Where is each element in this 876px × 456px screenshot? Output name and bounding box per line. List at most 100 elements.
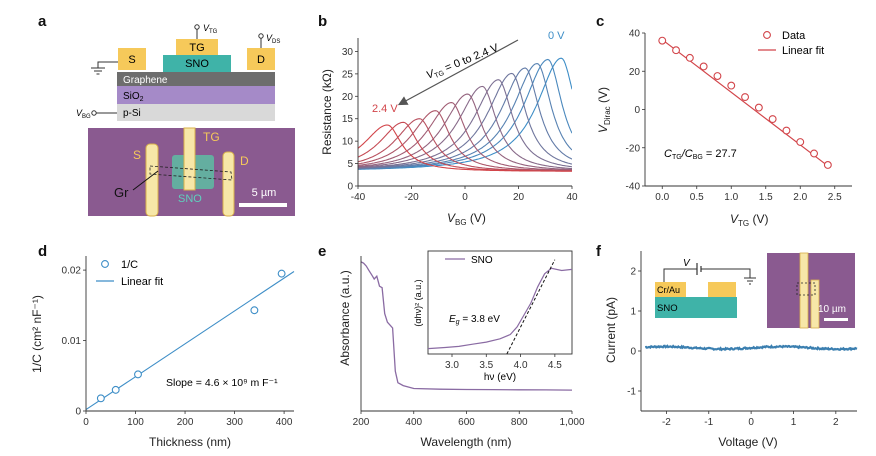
f-axis-ticks: -2 -1 0 1 2 -1 0 1 2	[627, 267, 839, 429]
c-xtick-label: 1.0	[724, 192, 738, 203]
c-data-point	[796, 138, 805, 146]
c-data-point	[768, 115, 777, 124]
f-contact-left	[655, 282, 686, 297]
panel-a: a S SNO TG D Graphene SiO2 p-Si VTG VDS	[38, 13, 295, 217]
d-data-point	[134, 370, 142, 379]
b-ylabel: Resistance (kΩ)	[320, 69, 334, 155]
bg-terminal	[91, 110, 97, 116]
d-fit-line-group	[85, 271, 295, 411]
ei-xtick-label: 3.5	[479, 360, 493, 371]
f-flake-outline	[796, 282, 816, 296]
drain-electrode	[247, 48, 275, 70]
f-xtick-label: -2	[662, 417, 671, 428]
b-ytick-label: 15	[342, 114, 354, 125]
e-inset: 3.0 3.5 4.0 4.5 SNO Eg = 3.8 eV hν (eV) (αh…	[413, 250, 573, 383]
e-xtick-label: 1,000	[559, 417, 584, 428]
b-ytick-label: 10	[342, 137, 354, 148]
panel-label-b: b	[318, 13, 327, 30]
f-current-curve	[644, 344, 858, 352]
b-series-line	[358, 85, 572, 170]
d-legend: 1/C Linear fit	[96, 259, 163, 288]
d-data-point	[277, 269, 286, 278]
f-scale-bar	[824, 318, 848, 321]
b-label-24v: 2.4 V	[372, 103, 398, 115]
device-schematic: S SNO TG D Graphene SiO2 p-Si VTG VDS	[76, 23, 280, 121]
photo-gr-label: Gr	[114, 185, 129, 200]
f-electrode-right	[810, 279, 820, 329]
source-label: S	[128, 54, 135, 66]
oxide-layer	[117, 86, 275, 104]
panel-label-e: e	[318, 243, 326, 260]
c-legend-marker	[763, 31, 771, 39]
c-data-point	[672, 46, 680, 55]
c-xtick-label: 1.5	[759, 192, 773, 203]
f-electrode-left	[799, 252, 809, 329]
ground-wire	[97, 61, 118, 68]
ei-xtick-label: 4.5	[548, 360, 562, 371]
e-inset-curve	[427, 267, 573, 350]
d-axis-ticks: 0 100 200 300 400 0 0.01 0.02	[62, 266, 293, 428]
top-gate-electrode	[176, 39, 218, 55]
c-ytick-label: 0	[634, 105, 640, 116]
c-ytick-label: -40	[626, 182, 641, 193]
b-ytick-label: 5	[347, 159, 353, 170]
b-series-line	[358, 124, 572, 172]
b-label-0v: 0 V	[548, 30, 565, 42]
top-gate-contact	[183, 127, 196, 191]
f-circuit-inset: V Cr/Au SNO	[655, 258, 756, 318]
d-ylabel: 1/C (cm² nF⁻¹)	[30, 295, 44, 373]
e-xtick-label: 600	[458, 417, 475, 428]
ei-xtick-label: 4.0	[514, 360, 528, 371]
c-data-point	[685, 53, 694, 62]
c-points	[658, 36, 832, 169]
d-legend-fit: Linear fit	[121, 276, 163, 288]
d-legend-marker	[101, 260, 109, 268]
d-annotation: Slope = 4.6 × 10⁹ m F⁻¹	[166, 377, 278, 389]
c-data-point	[810, 149, 818, 158]
source-electrode	[118, 48, 146, 70]
e-xtick-label: 800	[511, 417, 528, 428]
c-xtick-label: 0.5	[690, 192, 704, 203]
c-data-point	[727, 81, 736, 90]
b-arrow-label: VTG = 0 to 2.4 V	[425, 42, 502, 83]
c-data-point	[782, 126, 791, 135]
b-xtick-label: -40	[351, 192, 366, 203]
e-inset-ylabel: (αhν)² (a.u.)	[413, 279, 423, 326]
c-annotation: CTG/CBG = 27.7	[664, 148, 737, 161]
e-inset-xlabel: hν (eV)	[484, 372, 516, 383]
b-xtick-label: 0	[462, 192, 468, 203]
c-data-point	[754, 103, 763, 112]
e-inset-ticks: 3.0 3.5 4.0 4.5	[445, 354, 562, 371]
b-xtick-label: 20	[513, 192, 525, 203]
ei-xtick-label: 3.0	[445, 360, 459, 371]
d-legend-data: 1/C	[121, 259, 138, 271]
f-xtick-label: -1	[704, 417, 713, 428]
f-wire-right	[701, 268, 751, 278]
f-micrograph-inset: 10 µm	[767, 252, 855, 329]
c-data-point	[713, 72, 722, 80]
d-xtick-label: 400	[276, 417, 293, 428]
scale-bar-label: 5 µm	[252, 187, 277, 199]
gr-pointer	[132, 170, 159, 191]
d-ytick-label: 0	[75, 407, 81, 418]
d-xtick-label: 100	[127, 417, 144, 428]
e-absorbance-curve	[360, 261, 573, 391]
panel-b: b -40 -20 0 20 40 0 5 10 15 20 25 30 VBG (V) Resist…	[318, 13, 578, 227]
f-ytick-label: 1	[630, 307, 636, 318]
f-contact-label: Cr/Au	[657, 285, 680, 295]
f-scale-bar-label: 10 µm	[818, 304, 846, 315]
photo-d-label: D	[240, 154, 249, 168]
d-data-point	[111, 385, 120, 394]
panel-label-a: a	[38, 13, 47, 30]
f-xtick-label: 0	[748, 417, 754, 428]
c-legend: Data Linear fit	[758, 30, 824, 57]
e-xtick-label: 400	[405, 417, 422, 428]
f-ytick-label: 2	[630, 267, 636, 278]
f-contact-right	[708, 282, 736, 297]
d-ytick-label: 0.02	[62, 266, 82, 277]
e-axis-ticks: 200 400 600 800 1,000	[353, 411, 585, 428]
panel-label-d: d	[38, 243, 47, 260]
ds-terminal	[258, 33, 264, 39]
e-xtick-label: 200	[353, 417, 370, 428]
